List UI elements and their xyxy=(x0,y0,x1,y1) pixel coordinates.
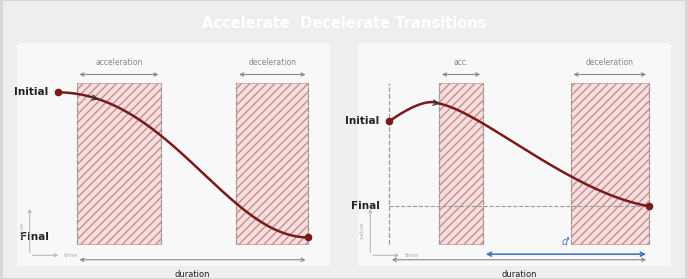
Text: Final: Final xyxy=(20,232,48,242)
Bar xyxy=(439,83,483,244)
Text: deceleration: deceleration xyxy=(248,58,297,67)
Text: time: time xyxy=(64,253,78,258)
Text: value: value xyxy=(19,222,24,239)
Bar xyxy=(237,83,308,244)
Bar xyxy=(570,83,649,244)
FancyBboxPatch shape xyxy=(356,42,672,268)
FancyBboxPatch shape xyxy=(16,42,332,268)
Text: duration: duration xyxy=(502,270,537,279)
Text: d': d' xyxy=(561,237,570,247)
Text: acc.: acc. xyxy=(453,58,469,67)
Text: duration: duration xyxy=(175,270,211,279)
Bar xyxy=(76,83,161,244)
Text: Final: Final xyxy=(351,201,380,211)
Text: Initial: Initial xyxy=(14,87,48,97)
Text: acceleration: acceleration xyxy=(95,58,142,67)
Text: Accelerate  Decelerate Transitions: Accelerate Decelerate Transitions xyxy=(202,16,486,31)
Text: time: time xyxy=(405,253,419,258)
Text: Initial: Initial xyxy=(345,116,380,126)
Text: deceleration: deceleration xyxy=(585,58,634,67)
Text: value: value xyxy=(360,222,365,239)
